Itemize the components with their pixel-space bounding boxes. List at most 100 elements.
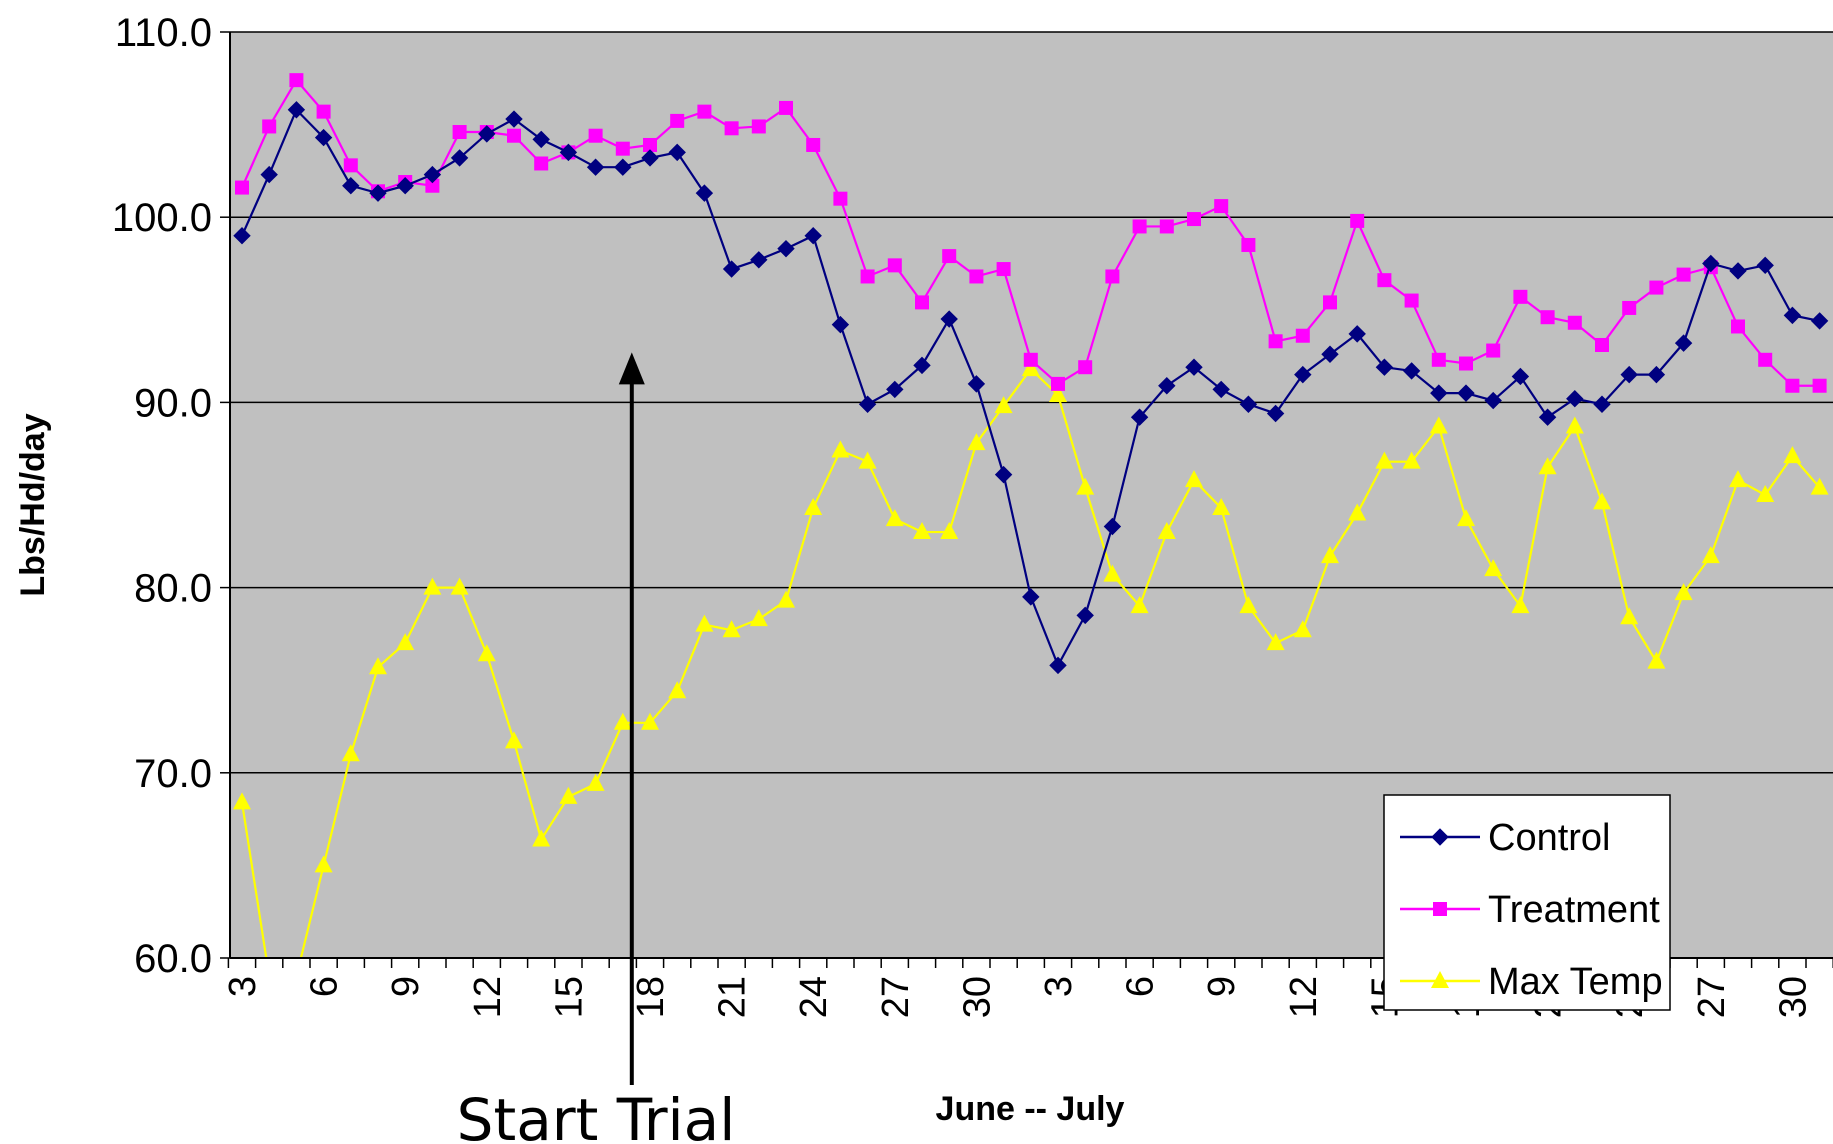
data-point-max-temp [1293, 620, 1312, 638]
x-tick-label: 27 [1691, 976, 1733, 1018]
data-point-max-temp [940, 522, 959, 540]
data-point-max-temp [1103, 564, 1122, 582]
data-point-treatment [833, 191, 848, 206]
data-point-treatment [1540, 310, 1555, 325]
data-point-treatment [1486, 343, 1501, 358]
data-point-treatment [1187, 212, 1201, 227]
data-point-control [1348, 325, 1366, 343]
legend-item-treatment: Treatment [1400, 889, 1660, 931]
data-point-control [1049, 656, 1067, 675]
data-point-max-temp [1674, 583, 1693, 601]
data-point-max-temp [1049, 384, 1067, 402]
data-point-max-temp [641, 712, 659, 730]
data-point-treatment [1377, 273, 1392, 288]
data-point-control [804, 227, 822, 245]
data-point-treatment [779, 100, 793, 115]
data-point-treatment [1295, 328, 1310, 343]
data-point-max-temp [341, 744, 360, 762]
data-point-control [1647, 365, 1666, 384]
data-point-control [1130, 408, 1149, 426]
data-point-treatment [1350, 213, 1365, 228]
data-point-max-temp [967, 433, 986, 451]
data-point-control [1511, 367, 1530, 386]
data-point-max-temp [1457, 509, 1475, 527]
x-tick-label: 30 [956, 976, 998, 1018]
data-point-max-temp [505, 731, 523, 749]
data-point-max-temp [1266, 633, 1285, 651]
data-point-max-temp [369, 657, 387, 675]
data-point-treatment [1758, 352, 1773, 367]
data-point-max-temp [586, 773, 605, 791]
data-point-treatment [1567, 315, 1582, 330]
annotation-arrow-head [618, 352, 645, 385]
data-point-max-temp [1185, 470, 1203, 488]
data-point-max-temp [695, 614, 714, 632]
data-point-treatment [1023, 352, 1038, 367]
data-point-max-temp [1348, 503, 1367, 521]
data-point-treatment [588, 128, 603, 143]
data-point-control [858, 395, 877, 413]
data-point-control [1674, 334, 1693, 352]
data-point-control [1321, 345, 1339, 363]
legend: Control Treatment Max Temp [1383, 794, 1671, 1011]
data-point-treatment [343, 158, 358, 173]
data-point-control [614, 158, 632, 176]
data-point-control [287, 101, 306, 119]
legend-label: Control [1488, 817, 1611, 859]
data-point-treatment [1513, 289, 1528, 304]
x-tick-label: 9 [385, 976, 427, 997]
data-point-max-temp [559, 786, 578, 804]
data-point-treatment [1268, 334, 1283, 349]
data-point-max-temp [749, 609, 768, 627]
data-point-control [1457, 384, 1475, 402]
data-point-treatment [751, 119, 766, 134]
data-point-max-temp [1620, 607, 1639, 625]
legend-box [1383, 794, 1671, 1011]
x-tick-label: 27 [875, 976, 917, 1018]
data-point-control [1484, 391, 1502, 410]
data-point-max-temp [1402, 451, 1421, 469]
data-point-treatment [1132, 219, 1147, 234]
series-control [233, 101, 1829, 675]
data-point-control [314, 128, 333, 147]
data-point-treatment [1595, 337, 1609, 352]
legend-label: Treatment [1488, 889, 1660, 931]
data-point-control [1783, 306, 1802, 325]
data-point-max-temp [1375, 451, 1394, 469]
y-axis-title: Lbs/Hd/day [14, 413, 52, 596]
data-point-max-temp [1701, 546, 1720, 564]
data-point-treatment [1051, 376, 1065, 391]
data-point-treatment [452, 125, 467, 140]
data-point-control [668, 143, 686, 162]
data-point-max-temp [804, 497, 823, 515]
data-point-max-temp [1729, 470, 1747, 488]
y-tick-label: 80.0 [134, 567, 212, 611]
data-point-control [831, 315, 850, 334]
legend-marker [1433, 902, 1447, 916]
data-point-control [994, 465, 1013, 484]
data-point-control [1375, 358, 1394, 376]
data-point-control [1103, 517, 1122, 536]
x-tick-label: 6 [304, 976, 346, 997]
data-point-control [695, 184, 714, 202]
data-point-max-temp [668, 681, 687, 699]
data-point-max-temp [1076, 477, 1095, 495]
data-point-control [532, 130, 550, 149]
data-point-control [777, 239, 795, 258]
data-point-control [1538, 408, 1557, 426]
data-point-control [423, 165, 442, 184]
data-point-max-temp [1783, 446, 1802, 464]
data-point-max-temp [777, 590, 795, 608]
data-point-max-temp [532, 829, 551, 847]
data-point-treatment [942, 249, 957, 264]
data-point-max-temp [1484, 559, 1503, 577]
data-point-max-temp [1647, 651, 1666, 669]
data-point-control [396, 177, 414, 195]
data-point-max-temp [1021, 359, 1040, 377]
data-point-max-temp [1593, 492, 1611, 510]
data-point-treatment [1214, 199, 1229, 214]
x-tick-label: 3 [222, 976, 264, 997]
x-tick-label: 21 [712, 976, 754, 1018]
data-point-treatment [860, 269, 875, 284]
data-point-control [1620, 365, 1638, 384]
